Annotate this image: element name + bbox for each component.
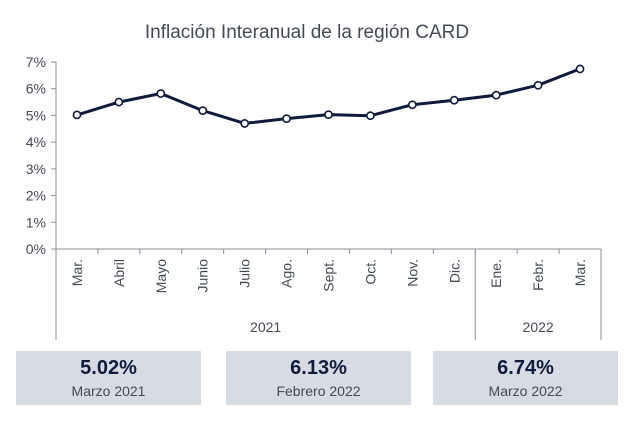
data-point — [407, 100, 417, 110]
x-axis-ticks: Mar. Abril Mayo Junio Julio Ago. Sept. Oct. Nov.… — [55, 249, 602, 340]
data-point — [449, 95, 459, 105]
data-point — [324, 110, 333, 120]
axes — [55, 62, 602, 340]
x-tick-label: Nov. — [404, 259, 420, 287]
y-tick-label: 0% — [26, 241, 46, 257]
x-tick-label: Sept. — [321, 259, 337, 292]
y-tick-label: 4% — [26, 134, 46, 150]
series-layer — [72, 64, 585, 128]
inflation-line-chart: Inflación Interanual de la región CARD 0… — [26, 22, 602, 340]
year-group-label: 2021 — [250, 319, 281, 335]
x-tick-label: Febr. — [530, 259, 546, 291]
data-point — [575, 64, 585, 74]
kpi-card-february-2022: 6.13% Febrero 2022 — [226, 351, 411, 405]
y-tick-label: 7% — [26, 54, 46, 70]
data-point — [114, 97, 124, 107]
data-point — [282, 114, 291, 124]
x-tick-label: Oct. — [362, 259, 378, 285]
y-axis-ticks: 0% 1% 2% 3% 4% 5% 6% 7% — [26, 54, 56, 257]
data-point — [72, 110, 82, 120]
kpi-value: 6.13% — [290, 357, 347, 379]
y-tick-label: 5% — [26, 107, 46, 123]
x-tick-label: Julio — [237, 259, 253, 288]
x-tick-label: Mar. — [69, 259, 85, 286]
x-tick-label: Mar. — [572, 259, 588, 286]
x-tick-label: Mayo — [153, 259, 169, 293]
kpi-label: Marzo 2022 — [488, 383, 563, 399]
x-tick-label: Ago. — [279, 259, 295, 288]
kpi-value: 5.02% — [80, 357, 137, 379]
data-point — [491, 90, 501, 100]
data-point — [156, 89, 166, 98]
data-point — [366, 111, 375, 121]
kpi-card-march-2022: 6.74% Marzo 2022 — [433, 351, 618, 405]
x-tick-label: Dic. — [446, 259, 462, 283]
x-tick-label: Abril — [111, 259, 127, 287]
x-tick-label: Ene. — [488, 259, 504, 288]
kpi-label: Febrero 2022 — [276, 383, 361, 399]
kpi-card-march-2021: 5.02% Marzo 2021 — [16, 351, 201, 405]
x-tick-label: Junio — [195, 259, 211, 293]
y-tick-label: 6% — [26, 81, 46, 97]
data-point — [533, 80, 543, 90]
chart-title: Inflación Interanual de la región CARD — [145, 22, 469, 43]
data-point — [240, 119, 250, 128]
y-tick-label: 2% — [26, 188, 46, 204]
kpi-label: Marzo 2021 — [71, 383, 146, 399]
data-point — [198, 106, 208, 116]
year-group-label: 2022 — [523, 319, 554, 335]
y-tick-label: 1% — [26, 214, 46, 230]
kpi-value: 6.74% — [497, 357, 554, 379]
y-tick-label: 3% — [26, 161, 46, 177]
